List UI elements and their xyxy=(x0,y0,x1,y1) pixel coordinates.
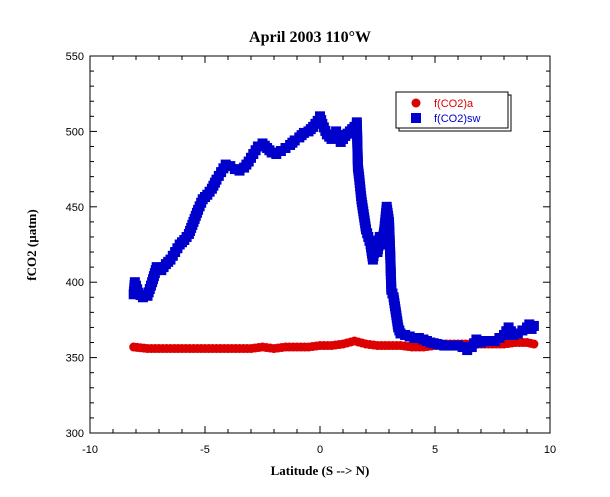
legend-marker-square xyxy=(411,113,421,123)
legend-marker-circle xyxy=(411,98,421,108)
x-tick-label: 10 xyxy=(544,444,556,456)
y-tick-label: 500 xyxy=(66,126,84,138)
y-tick-label: 300 xyxy=(66,428,84,440)
data-point xyxy=(529,339,539,349)
series-fco2sw xyxy=(128,111,539,356)
data-point xyxy=(528,320,539,331)
legend-label: f(CO2)sw xyxy=(434,113,481,125)
series-layer xyxy=(128,111,539,356)
y-tick-label: 550 xyxy=(66,51,84,63)
y-tick-label: 400 xyxy=(66,277,84,289)
axis-tick-labels: -10 -5 0 5 10 300 350 400 450 500 550 xyxy=(66,51,556,456)
x-tick-label: 5 xyxy=(432,444,438,456)
y-tick-label: 350 xyxy=(66,353,84,365)
y-tick-label: 450 xyxy=(66,202,84,214)
chart-title: April 2003 110°W xyxy=(249,29,371,46)
x-tick-label: -5 xyxy=(200,444,210,456)
legend: f(CO2)a f(CO2)sw xyxy=(395,91,512,132)
x-tick-label: -10 xyxy=(82,444,98,456)
axis-ticks xyxy=(89,55,551,434)
legend-label: f(CO2)a xyxy=(434,98,474,110)
x-axis-label: Latitude (S --> N) xyxy=(271,463,370,478)
y-axis-label: fCO2 (µatm) xyxy=(24,209,39,280)
x-tick-label: 0 xyxy=(317,444,323,456)
